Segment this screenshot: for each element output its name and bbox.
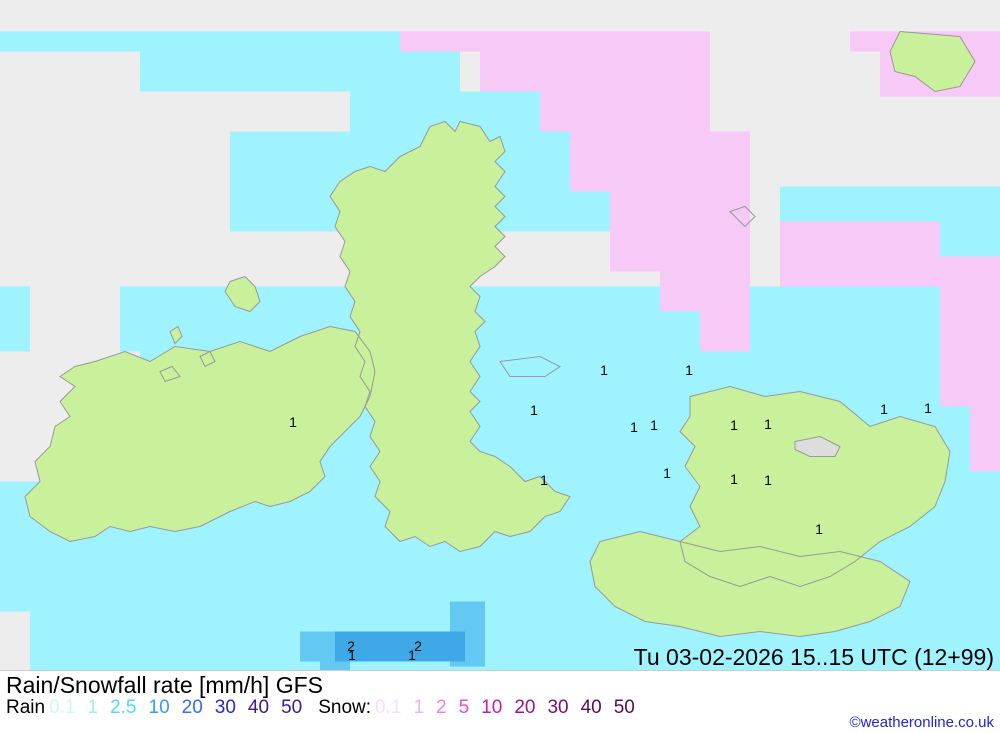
number-label: 1 bbox=[685, 362, 693, 378]
number-label: 1 bbox=[764, 416, 772, 432]
map-title: Rain/Snowfall rate [mm/h] GFS bbox=[6, 673, 994, 697]
number-label: 1 bbox=[924, 400, 932, 416]
weather-map: 1111111111111111122 bbox=[0, 0, 1000, 733]
rain-legend-25: 2.5 bbox=[110, 697, 136, 719]
number-label: 1 bbox=[540, 472, 548, 488]
snow-legend-2: 2 bbox=[436, 697, 447, 719]
number-label: 1 bbox=[530, 402, 538, 418]
number-label: 1 bbox=[730, 471, 738, 487]
rain-legend-10: 10 bbox=[149, 697, 170, 719]
rain-legend-20: 20 bbox=[182, 697, 203, 719]
map-date-label: Tu 03-02-2026 15..15 UTC (12+99) bbox=[634, 644, 994, 671]
rain-legend-30: 30 bbox=[215, 697, 236, 719]
number-label: 1 bbox=[289, 414, 297, 430]
rain-legend-50: 50 bbox=[281, 697, 302, 719]
rain-legend-01: 0.1 bbox=[49, 697, 75, 719]
number-label: 1 bbox=[880, 401, 888, 417]
legend-row: Rain 0.1 1 2.5 10 20 30 40 50 Snow: 0.1 … bbox=[6, 697, 994, 719]
rain-legend-40: 40 bbox=[248, 697, 269, 719]
rain-legend-label: Rain bbox=[6, 697, 45, 719]
snow-legend-30: 30 bbox=[547, 697, 568, 719]
rain-legend-1: 1 bbox=[88, 697, 99, 719]
snow-legend-40: 40 bbox=[581, 697, 602, 719]
snow-legend-1: 1 bbox=[413, 697, 424, 719]
number-label: 1 bbox=[730, 417, 738, 433]
footer-panel: Rain/Snowfall rate [mm/h] GFS Tu 03-02-2… bbox=[0, 670, 1000, 733]
snow-legend-50: 50 bbox=[614, 697, 635, 719]
snow-legend-20: 20 bbox=[514, 697, 535, 719]
number-label: 1 bbox=[764, 472, 772, 488]
snow-legend-01: 0.1 bbox=[375, 697, 401, 719]
snow-legend-5: 5 bbox=[459, 697, 470, 719]
snow-legend-label: Snow: bbox=[318, 697, 371, 719]
snow-legend-10: 10 bbox=[481, 697, 502, 719]
number-label: 1 bbox=[630, 419, 638, 435]
map-svg: 1 11111 1 11 1 1 111 11 12 2 bbox=[0, 0, 1000, 733]
number-label: 1 bbox=[663, 465, 671, 481]
number-label: 1 bbox=[600, 362, 608, 378]
copyright-label: ©weatheronline.co.uk bbox=[850, 714, 994, 731]
number-label: 1 bbox=[815, 521, 823, 537]
number-label: 2 bbox=[347, 638, 355, 654]
number-label: 1 bbox=[650, 417, 658, 433]
number-label: 2 bbox=[414, 638, 422, 654]
